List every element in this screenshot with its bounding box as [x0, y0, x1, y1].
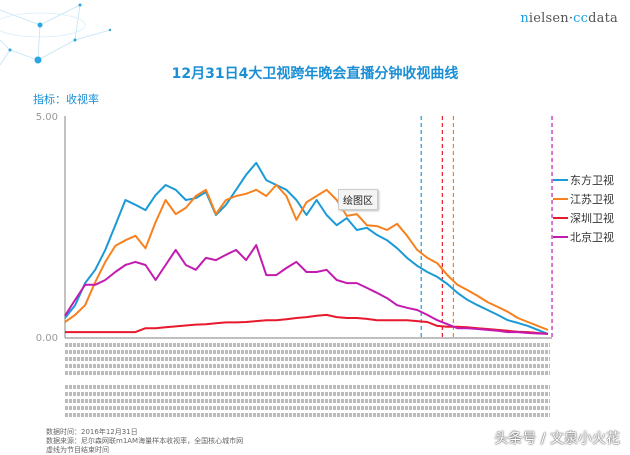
- legend-label: 深圳卫视: [570, 211, 614, 225]
- plot-area-tooltip: 绘图区: [338, 189, 378, 210]
- series-1-line: [64, 184, 549, 331]
- y-axis-label: 指标：收视率: [33, 93, 99, 106]
- series-3-line: [64, 244, 549, 335]
- legend-label: 东方卫视: [570, 173, 614, 187]
- y-tick-label: 5.00: [36, 112, 58, 123]
- legend-label: 北京卫视: [570, 230, 614, 244]
- footer-notes: 数据时间：2016年12月31日 数据来源：尼尔森网联m1AM海量样本收视率，全…: [46, 428, 243, 455]
- series-2-line: [65, 313, 549, 335]
- legend-label: 江苏卫视: [570, 192, 614, 206]
- nielsen-ccdata-logo: nielsen·ccdata: [520, 11, 618, 26]
- series-0-line: [64, 161, 549, 335]
- y-tick-label: 0.00: [36, 333, 58, 344]
- network-decoration: [0, 3, 112, 66]
- data-date: 数据时间：2016年12月31日: [46, 428, 138, 436]
- chart-title: 12月31日4大卫视跨年晚会直播分钟收视曲线: [171, 66, 459, 82]
- data-source: 数据来源：尼尔森网联m1AM海量样本收视率，全国核心城市网: [46, 437, 244, 445]
- x-tick-labels: [65, 343, 550, 417]
- watermark: 头条号 / 文泉小火花: [494, 431, 620, 447]
- dashed-line-note: 虚线为节目结束时间: [46, 446, 109, 454]
